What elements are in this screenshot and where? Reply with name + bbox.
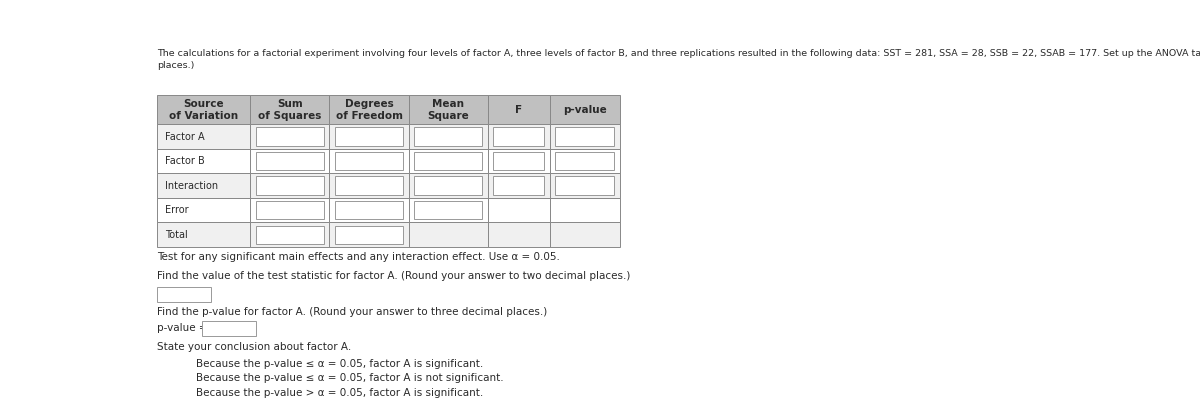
Bar [335,176,403,195]
Bar [157,149,251,174]
Bar [408,95,487,124]
Text: Error: Error [164,205,188,215]
Bar [330,222,408,247]
Bar [414,127,482,146]
Bar [550,149,619,174]
Circle shape [174,364,187,368]
Bar [256,226,324,244]
Bar [550,95,619,124]
Bar [487,222,550,247]
Text: Because the p-value ≤ α = 0.05, factor A is not significant.: Because the p-value ≤ α = 0.05, factor A… [197,373,504,383]
Bar [487,95,550,124]
Bar [251,174,330,198]
Text: Test for any significant main effects and any interaction effect. Use α = 0.05.: Test for any significant main effects an… [157,252,560,261]
Text: p-value =: p-value = [157,323,208,333]
Bar [408,174,487,198]
Bar [335,226,403,244]
Bar [550,198,619,222]
Bar [487,149,550,174]
Text: F: F [515,105,522,115]
Bar [487,124,550,149]
Text: Source
of Variation: Source of Variation [169,99,239,121]
Text: Factor A: Factor A [164,132,204,142]
Circle shape [179,380,184,382]
Text: Because the p-value > α = 0.05, factor A is significant.: Because the p-value > α = 0.05, factor A… [197,388,484,398]
Bar [556,176,614,195]
Text: Factor B: Factor B [164,156,205,166]
Circle shape [174,378,187,383]
Bar [408,222,487,247]
Bar [335,201,403,219]
Bar [157,287,211,302]
Bar [251,222,330,247]
Bar [493,127,545,146]
Bar [251,95,330,124]
Bar [556,127,614,146]
Bar [251,149,330,174]
Bar [157,124,251,149]
Text: Sum
of Squares: Sum of Squares [258,99,322,121]
Bar [256,152,324,170]
Bar [556,152,614,170]
Bar [550,222,619,247]
Circle shape [174,393,187,398]
Bar [330,124,408,149]
Bar [157,198,251,222]
Bar [335,152,403,170]
Bar [550,174,619,198]
Bar [487,198,550,222]
Bar [330,95,408,124]
Bar [251,198,330,222]
Bar [256,201,324,219]
Bar [256,176,324,195]
Bar [493,152,545,170]
Text: State your conclusion about factor A.: State your conclusion about factor A. [157,342,352,352]
Bar [550,124,619,149]
Bar [335,127,403,146]
Bar [157,174,251,198]
Bar [414,201,482,219]
Bar [251,124,330,149]
Bar [157,95,251,124]
Bar [493,176,545,195]
Bar [487,174,550,198]
Text: The calculations for a factorial experiment involving four levels of factor A, t: The calculations for a factorial experim… [157,49,1200,70]
Text: Because the p-value ≤ α = 0.05, factor A is significant.: Because the p-value ≤ α = 0.05, factor A… [197,359,484,369]
Bar [157,222,251,247]
Bar [330,174,408,198]
Text: Total: Total [164,230,187,240]
Text: Find the value of the test statistic for factor A. (Round your answer to two dec: Find the value of the test statistic for… [157,271,631,281]
Bar [408,198,487,222]
Bar [414,176,482,195]
Bar [202,321,256,336]
Bar [330,149,408,174]
Bar [408,149,487,174]
Text: Degrees
of Freedom: Degrees of Freedom [336,99,402,121]
Text: Find the p-value for factor A. (Round your answer to three decimal places.): Find the p-value for factor A. (Round yo… [157,306,547,317]
Text: Interaction: Interaction [164,181,218,191]
Text: Mean
Square: Mean Square [427,99,469,121]
Bar [414,152,482,170]
Text: p-value: p-value [563,105,607,115]
Bar [330,198,408,222]
Bar [256,127,324,146]
Bar [408,124,487,149]
